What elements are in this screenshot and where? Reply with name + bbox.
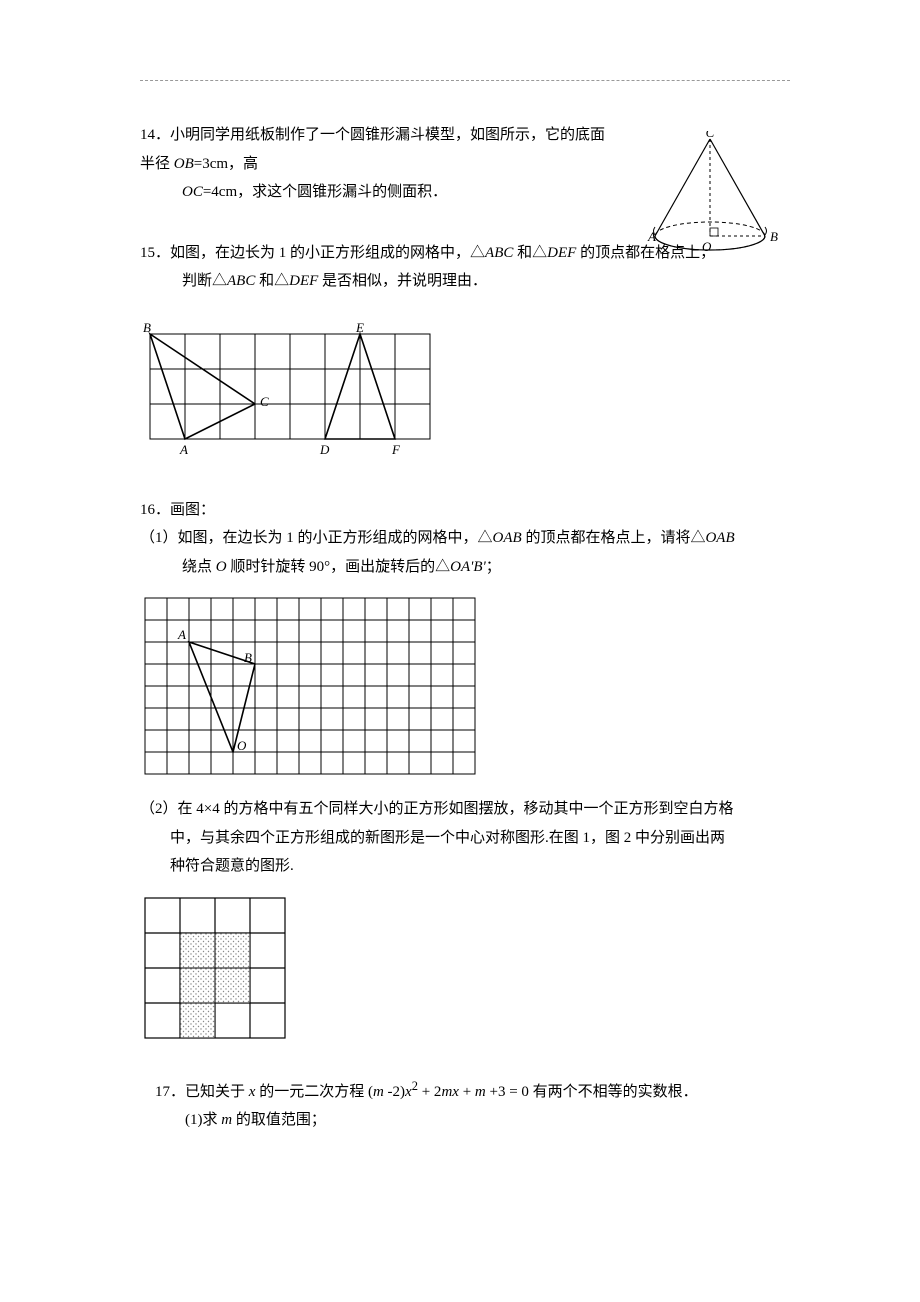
q16-p1c: 绕点 [182, 559, 216, 575]
q16-p1a: （1）如图，在边长为 1 的小正方形组成的网格中，△ [140, 530, 493, 546]
q15-label-e: E [355, 320, 364, 335]
q16-num: 16． [140, 502, 170, 518]
q17-plus3: +3 = 0 有两个不相等的实数根． [486, 1084, 698, 1100]
q15-num: 15． [140, 245, 170, 261]
problem-15: 15．如图，在边长为 1 的小正方形组成的网格中，△ABC 和△DEF 的顶点都… [140, 239, 790, 464]
q16-grid2-figure [140, 893, 290, 1043]
q17-mx: mx [441, 1084, 459, 1100]
q16-grid1-figure: A B O [140, 593, 480, 783]
q15-and: 和△ [513, 245, 547, 261]
q14-t2: =4cm，求这个圆锥形漏斗的侧面积． [203, 184, 447, 200]
q17-m: m [373, 1084, 384, 1100]
q15-label-c: C [260, 394, 269, 409]
top-rule [140, 80, 790, 81]
cone-figure: C A B O [630, 131, 790, 261]
cone-label-c: C [706, 131, 715, 140]
q16-label-b: B [244, 650, 252, 665]
q15-def2: DEF [289, 273, 318, 289]
q17-s1: (1)求 [185, 1112, 221, 1128]
q15-t3: 判断△ [182, 273, 227, 289]
q16-o: O [216, 559, 227, 575]
q17-eq: -2) [384, 1084, 405, 1100]
cone-label-b: B [770, 229, 778, 244]
cone-label-o: O [702, 239, 712, 254]
q17-t2: 的一元二次方程 ( [255, 1084, 373, 1100]
q16-label-o: O [237, 738, 247, 753]
q15-label-f: F [391, 442, 401, 457]
q14-eq1: =3cm，高 [194, 156, 258, 172]
q17-plus: + 2 [418, 1084, 441, 1100]
q16-p2c: 种符合题意的图形. [140, 852, 790, 881]
q16-p1d: 顺时针旋转 90°，画出旋转后的△ [227, 559, 451, 575]
q16-p2b: 中，与其余四个正方形组成的新图形是一个中心对称图形.在图 1，图 2 中分别画出… [140, 824, 790, 853]
q15-t4: 是否相似，并说明理由． [318, 273, 487, 289]
q17-num: 17． [155, 1084, 185, 1100]
q14-oc: OC [182, 184, 203, 200]
q17-x2: x [405, 1084, 412, 1100]
q17-s1b: 的取值范围； [232, 1112, 326, 1128]
q16-p2a: （2）在 4×4 的方格中有五个同样大小的正方形如图摆放，移动其中一个正方形到空… [140, 801, 733, 817]
cone-label-a: A [647, 229, 656, 244]
q16-title: 画图： [170, 502, 215, 518]
q16-p1e: ； [486, 559, 501, 575]
problem-14: 14．小明同学用纸板制作了一个圆锥形漏斗模型，如图所示，它的底面半径 OB=3c… [140, 121, 790, 207]
q17-t1: 已知关于 [185, 1084, 249, 1100]
q15-abc: ABC [485, 245, 513, 261]
q15-abc2: ABC [227, 273, 255, 289]
q16-oab: OAB [493, 530, 522, 546]
q14-ob: OB [174, 156, 194, 172]
problem-16: 16．画图： （1）如图，在边长为 1 的小正方形组成的网格中，△OAB 的顶点… [140, 496, 790, 1043]
q16-p1b: 的顶点都在格点上，请将△ [522, 530, 706, 546]
q15-label-d: D [319, 442, 330, 457]
q15-t1: 如图，在边长为 1 的小正方形组成的网格中，△ [170, 245, 485, 261]
q14-num: 14． [140, 127, 170, 143]
problem-17: 17．已知关于 x 的一元二次方程 (m -2)x2 + 2mx + m +3 … [140, 1075, 790, 1135]
q17-plus2: + [459, 1084, 475, 1100]
q16-label-a: A [177, 627, 186, 642]
q17-s1m: m [221, 1112, 232, 1128]
q15-grid-figure: B C A E D F [140, 314, 440, 464]
q15-def: DEF [547, 245, 576, 261]
q15-t3b: 和△ [255, 273, 289, 289]
q15-label-b: B [143, 320, 151, 335]
q17-m2: m [475, 1084, 486, 1100]
q16-oab2: OA'B' [450, 559, 486, 575]
q16-oab-2: OAB [705, 530, 734, 546]
q15-label-a: A [179, 442, 188, 457]
